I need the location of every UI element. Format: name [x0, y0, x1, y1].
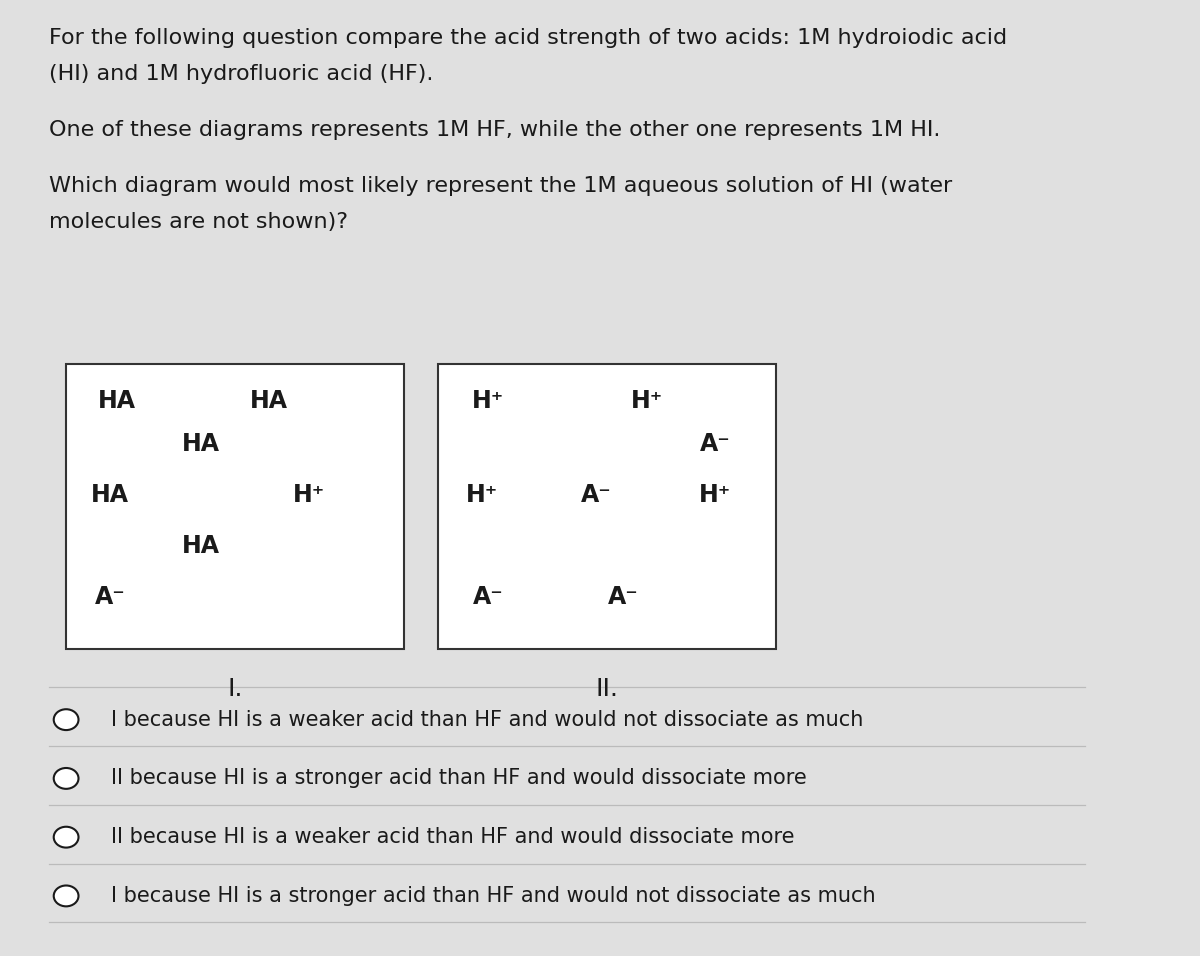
Text: molecules are not shown)?: molecules are not shown)? — [49, 211, 348, 231]
Text: I because HI is a stronger acid than HF and would not dissociate as much: I because HI is a stronger acid than HF … — [112, 886, 876, 906]
Text: A⁻: A⁻ — [95, 585, 126, 609]
Text: HA: HA — [250, 389, 288, 413]
Circle shape — [54, 827, 78, 848]
Text: H⁺: H⁺ — [473, 389, 505, 413]
Text: HA: HA — [182, 534, 221, 558]
Text: II because HI is a stronger acid than HF and would dissociate more: II because HI is a stronger acid than HF… — [112, 769, 806, 789]
Circle shape — [54, 768, 78, 789]
Text: H⁺: H⁺ — [698, 483, 731, 507]
Text: Which diagram would most likely represent the 1M aqueous solution of HI (water: Which diagram would most likely represen… — [49, 176, 953, 196]
Text: A⁻: A⁻ — [608, 585, 640, 609]
Circle shape — [54, 709, 78, 730]
FancyBboxPatch shape — [66, 364, 404, 648]
Text: A⁻: A⁻ — [473, 585, 504, 609]
FancyBboxPatch shape — [438, 364, 775, 648]
Circle shape — [54, 885, 78, 906]
Text: For the following question compare the acid strength of two acids: 1M hydroiodic: For the following question compare the a… — [49, 28, 1007, 48]
Text: H⁺: H⁺ — [631, 389, 664, 413]
Text: HA: HA — [98, 389, 136, 413]
Text: I because HI is a weaker acid than HF and would not dissociate as much: I because HI is a weaker acid than HF an… — [112, 709, 864, 729]
Text: HA: HA — [91, 483, 130, 507]
Text: (HI) and 1M hydrofluoric acid (HF).: (HI) and 1M hydrofluoric acid (HF). — [49, 64, 433, 84]
Text: A⁻: A⁻ — [581, 483, 612, 507]
Text: HA: HA — [182, 432, 221, 456]
Text: II.: II. — [595, 677, 618, 701]
Text: H⁺: H⁺ — [293, 483, 325, 507]
Text: II because HI is a weaker acid than HF and would dissociate more: II because HI is a weaker acid than HF a… — [112, 827, 794, 847]
Text: One of these diagrams represents 1M HF, while the other one represents 1M HI.: One of these diagrams represents 1M HF, … — [49, 120, 941, 140]
Text: I.: I. — [227, 677, 242, 701]
Text: A⁻: A⁻ — [700, 432, 731, 456]
Text: H⁺: H⁺ — [466, 483, 498, 507]
